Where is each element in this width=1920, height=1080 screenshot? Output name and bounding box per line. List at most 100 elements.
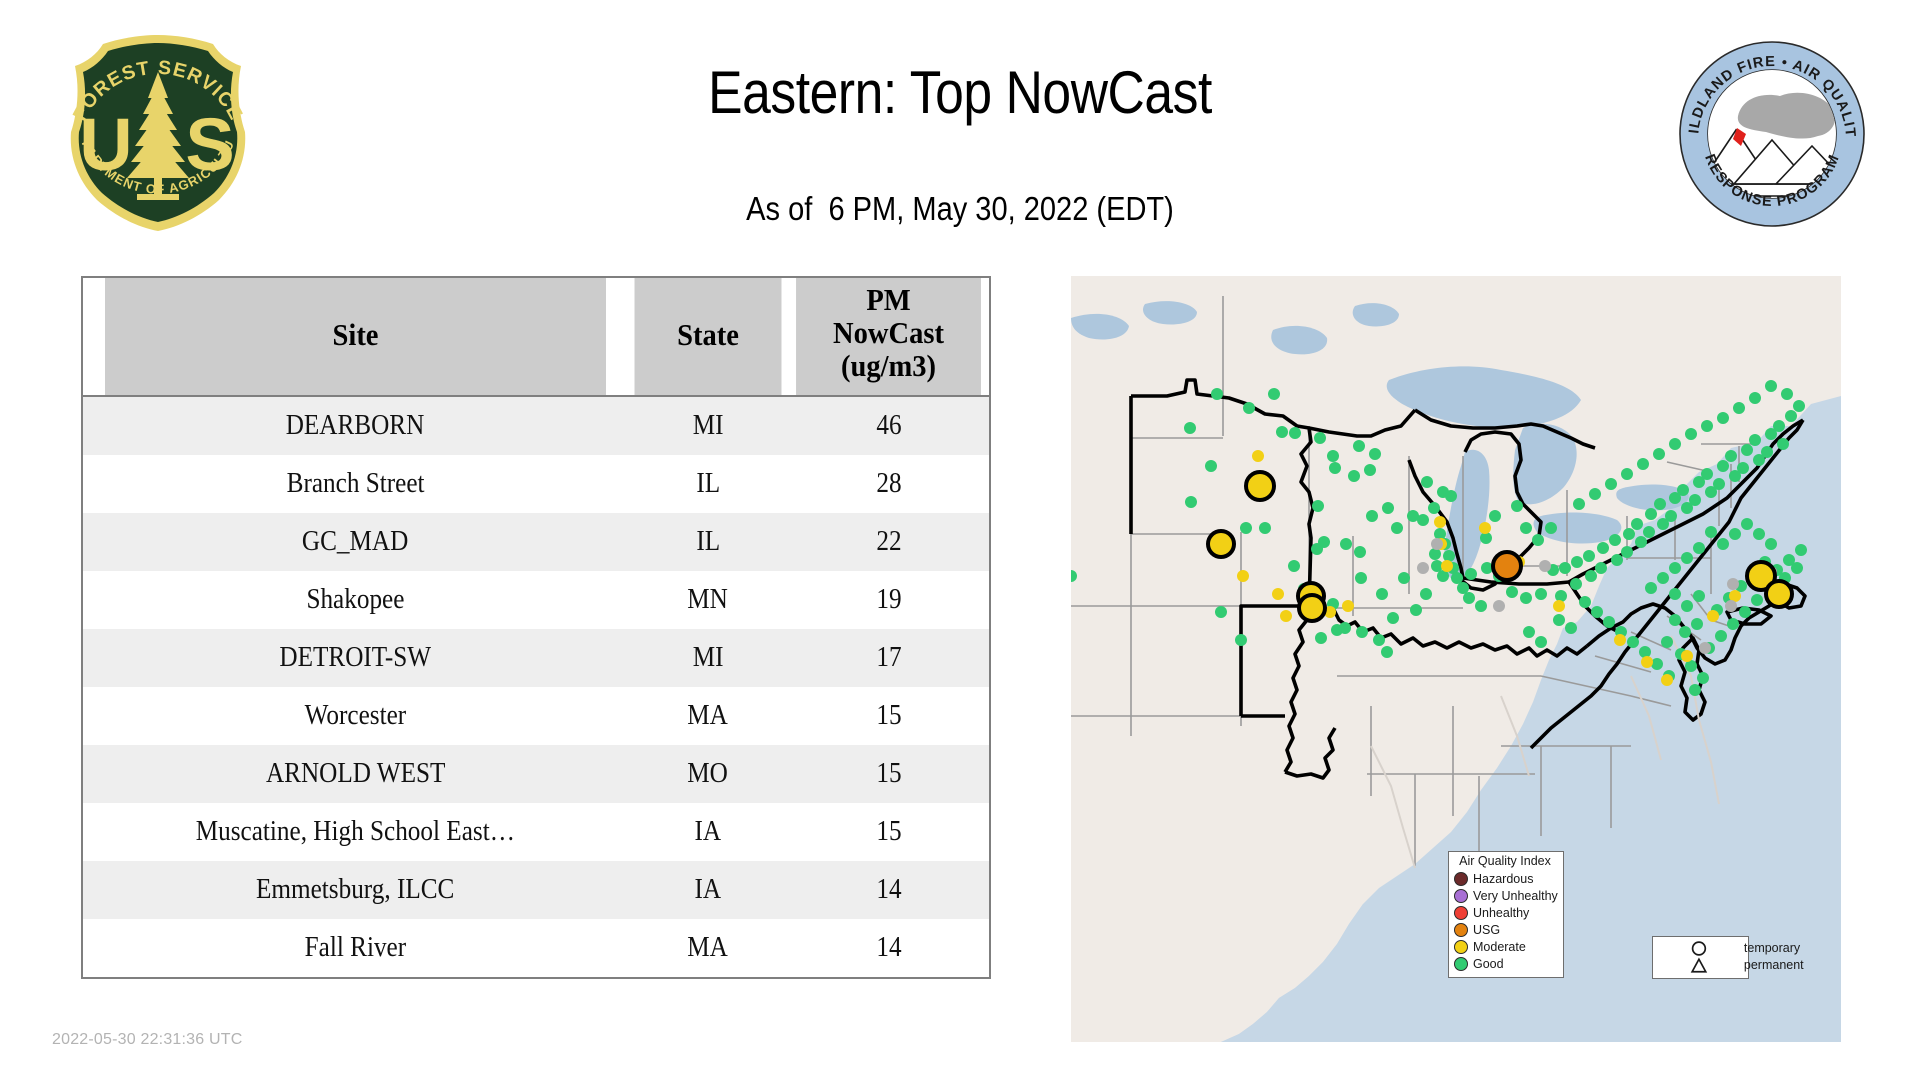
smoke-plume — [1737, 92, 1836, 139]
column-header-state-label: State — [677, 316, 739, 352]
pm-nowcast-cell-text: 14 — [875, 931, 902, 963]
pm-nowcast-cell-text: 17 — [875, 641, 902, 673]
site-cell-text: Shakopee — [306, 583, 405, 615]
nowcast-table-element: Site State PM NowCast (ug/m3) DEARBORN MI… — [83, 278, 989, 977]
site-cell: Shakopee — [83, 570, 628, 629]
state-cell: MN — [628, 570, 788, 629]
state-cell: IA — [628, 802, 788, 861]
state-cell: IL — [628, 512, 788, 571]
site-cell-text: GC_MAD — [302, 525, 409, 557]
top-nowcast-table: Site State PM NowCast (ug/m3) DEARBORN MI… — [81, 276, 991, 979]
state-cell-text: IL — [696, 525, 720, 557]
pm-nowcast-cell: 22 — [788, 512, 989, 571]
aqi-legend-item: Good — [1454, 956, 1556, 973]
pm-nowcast-cell: 15 — [788, 686, 989, 745]
site-cell-text: Emmetsburg, ILCC — [256, 873, 455, 905]
aqi-legend-item-label: Good — [1473, 957, 1504, 971]
flame-marker-icon — [1733, 128, 1746, 146]
monitor-dots-good[interactable] — [1071, 380, 1807, 696]
pm-nowcast-cell-text: 19 — [875, 583, 902, 615]
pm-nowcast-cell: 15 — [788, 802, 989, 861]
site-cell-text: DETROIT-SW — [279, 641, 432, 673]
legend-row-permanent: permanent — [1658, 957, 1804, 974]
pm-nowcast-cell-text: 14 — [875, 873, 902, 905]
usda-forest-service-shield-logo: FOREST SERVICE DEPARTMENT OF AGRICULTURE… — [48, 16, 263, 238]
wildland-fire-air-quality-seal-icon: WILDLAND FIRE • AIR QUALITY RESPONSE PRO… — [1669, 26, 1865, 227]
site-cell: Fall River — [83, 918, 628, 977]
great-lakes — [1071, 301, 1689, 580]
table-row[interactable]: GC_MAD IL 22 — [83, 512, 989, 571]
pm-nowcast-cell: 17 — [788, 628, 989, 687]
triangle-outline-icon — [1690, 957, 1708, 973]
column-header-pm-nowcast[interactable]: PM NowCast (ug/m3) — [796, 278, 981, 397]
highlighted-monitor-marker[interactable] — [1491, 550, 1523, 582]
slide-title: Eastern: Top NowCast — [708, 59, 1212, 126]
circle-outline-icon — [1691, 941, 1707, 956]
site-cell: GC_MAD — [83, 512, 628, 571]
aqi-swatch-icon — [1454, 872, 1468, 887]
site-cell: DEARBORN — [83, 395, 628, 455]
state-cell-text: MO — [687, 757, 729, 789]
state-cell: MA — [628, 686, 788, 745]
site-cell-text: DEARBORN — [286, 409, 425, 441]
site-cell: Branch Street — [83, 454, 628, 513]
table-row[interactable]: Fall River MA 14 — [83, 918, 989, 977]
site-cell: Worcester — [83, 686, 628, 745]
map-gulf-coast — [1221, 904, 1371, 1042]
highlighted-monitor-marker[interactable] — [1206, 529, 1236, 559]
state-cell: IA — [628, 860, 788, 919]
shield-letter-s: S — [185, 103, 234, 186]
eastern-region-monitor-map[interactable]: Air Quality Index Hazardous Very Unhealth… — [1071, 276, 1841, 1042]
column-header-state[interactable]: State — [634, 278, 782, 397]
state-cell-text: IA — [694, 815, 722, 847]
table-row[interactable]: DEARBORN MI 46 — [83, 395, 989, 455]
highlighted-monitor-marker[interactable] — [1297, 593, 1327, 623]
table-row[interactable]: Emmetsburg, ILCC IA 14 — [83, 860, 989, 919]
column-header-pm-line1: PM — [866, 282, 911, 317]
highlighted-monitor-marker[interactable] — [1764, 579, 1794, 609]
map-canvas[interactable] — [1071, 276, 1841, 1042]
state-cell-text: MI — [692, 409, 724, 441]
state-cell-text: MA — [687, 699, 729, 731]
site-cell-text: Branch Street — [286, 467, 425, 499]
state-cell: MI — [628, 395, 788, 455]
highlighted-monitor-marker[interactable] — [1745, 560, 1777, 592]
forest-service-shield-icon: FOREST SERVICE DEPARTMENT OF AGRICULTURE… — [48, 16, 246, 231]
pm-nowcast-cell: 19 — [788, 570, 989, 629]
site-cell: Muscatine, High School East… — [83, 802, 628, 861]
pm-nowcast-cell-text: 15 — [875, 815, 902, 847]
highlighted-monitor-marker[interactable] — [1244, 470, 1276, 502]
table-row[interactable]: Worcester MA 15 — [83, 686, 989, 745]
pm-nowcast-cell-text: 28 — [875, 467, 902, 499]
table-row[interactable]: Muscatine, High School East… IA 15 — [83, 802, 989, 861]
site-cell-text: Worcester — [304, 699, 407, 731]
air-quality-index-legend: Air Quality Index Hazardous Very Unhealth… — [1448, 851, 1564, 978]
table-row[interactable]: Branch Street IL 28 — [83, 454, 989, 513]
pm-nowcast-cell-text: 15 — [875, 757, 902, 789]
pm-nowcast-cell: 15 — [788, 744, 989, 803]
aqi-legend-item: Unhealthy — [1454, 905, 1556, 922]
shield-letter-u: U — [79, 103, 132, 186]
state-cell-text: IA — [694, 873, 722, 905]
aqi-legend-item-label: Hazardous — [1473, 872, 1534, 886]
monitor-dots-offline[interactable] — [1417, 538, 1777, 654]
state-cell: MA — [628, 918, 788, 977]
site-cell-text: ARNOLD WEST — [265, 757, 446, 789]
highlighted-monitor-markers[interactable] — [1206, 470, 1794, 623]
map-land-mass — [1071, 276, 1841, 1042]
table-row[interactable]: DETROIT-SW MI 17 — [83, 628, 989, 687]
site-cell-text: Muscatine, High School East… — [195, 815, 516, 847]
table-row[interactable]: ARNOLD WEST MO 15 — [83, 744, 989, 803]
aqi-swatch-icon — [1454, 940, 1468, 955]
site-cell: DETROIT-SW — [83, 628, 628, 687]
pm-nowcast-cell-text: 46 — [875, 409, 902, 441]
table-row[interactable]: Shakopee MN 19 — [83, 570, 989, 629]
legend-label-permanent: permanent — [1743, 958, 1804, 973]
column-header-pm-line3: (ug/m3) — [840, 347, 937, 383]
pm-nowcast-cell: 28 — [788, 454, 989, 513]
pm-nowcast-cell: 14 — [788, 918, 989, 977]
site-cell-text: Fall River — [304, 931, 407, 963]
pine-tree-icon — [127, 72, 189, 200]
column-header-site[interactable]: Site — [104, 278, 607, 397]
